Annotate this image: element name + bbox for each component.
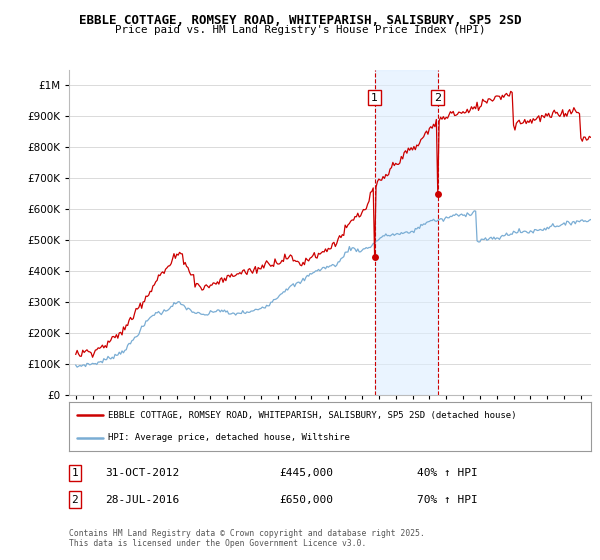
Text: 1: 1 bbox=[71, 468, 79, 478]
Text: 28-JUL-2016: 28-JUL-2016 bbox=[105, 494, 179, 505]
Text: EBBLE COTTAGE, ROMSEY ROAD, WHITEPARISH, SALISBURY, SP5 2SD (detached house): EBBLE COTTAGE, ROMSEY ROAD, WHITEPARISH,… bbox=[108, 410, 517, 420]
Text: 2: 2 bbox=[434, 92, 442, 102]
Text: Price paid vs. HM Land Registry's House Price Index (HPI): Price paid vs. HM Land Registry's House … bbox=[115, 25, 485, 35]
Text: 40% ↑ HPI: 40% ↑ HPI bbox=[417, 468, 478, 478]
Text: £445,000: £445,000 bbox=[279, 468, 333, 478]
Text: 31-OCT-2012: 31-OCT-2012 bbox=[105, 468, 179, 478]
Bar bbox=[374, 70, 438, 395]
Text: HPI: Average price, detached house, Wiltshire: HPI: Average price, detached house, Wilt… bbox=[108, 433, 350, 442]
Text: EBBLE COTTAGE, ROMSEY ROAD, WHITEPARISH, SALISBURY, SP5 2SD: EBBLE COTTAGE, ROMSEY ROAD, WHITEPARISH,… bbox=[79, 14, 521, 27]
Text: 2: 2 bbox=[71, 494, 79, 505]
Text: £650,000: £650,000 bbox=[279, 494, 333, 505]
Text: 1: 1 bbox=[371, 92, 378, 102]
Text: Contains HM Land Registry data © Crown copyright and database right 2025.
This d: Contains HM Land Registry data © Crown c… bbox=[69, 529, 425, 548]
Text: 70% ↑ HPI: 70% ↑ HPI bbox=[417, 494, 478, 505]
